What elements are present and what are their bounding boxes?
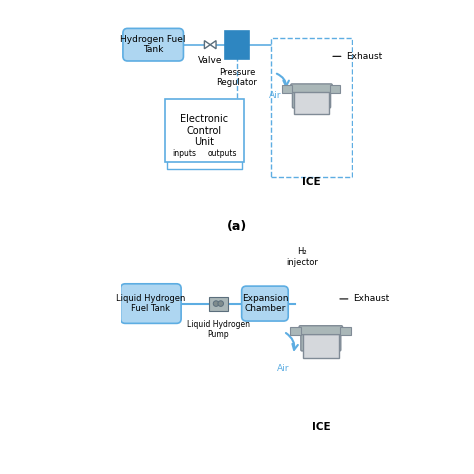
FancyBboxPatch shape	[120, 284, 181, 323]
FancyBboxPatch shape	[330, 85, 340, 93]
Text: Hydrogen Fuel
Tank: Hydrogen Fuel Tank	[120, 35, 186, 55]
Circle shape	[213, 301, 219, 306]
Text: Valve: Valve	[198, 56, 222, 65]
Text: Exhaust: Exhaust	[333, 52, 383, 61]
Text: Exhaust: Exhaust	[340, 294, 390, 303]
Text: Liquid Hydrogen
Fuel Tank: Liquid Hydrogen Fuel Tank	[116, 294, 185, 313]
FancyBboxPatch shape	[271, 38, 352, 177]
FancyBboxPatch shape	[290, 327, 301, 335]
FancyBboxPatch shape	[291, 84, 332, 92]
FancyBboxPatch shape	[165, 100, 244, 162]
Text: ICE: ICE	[311, 422, 330, 432]
Bar	[209, 297, 228, 310]
Text: H₂
injector: H₂ injector	[286, 247, 318, 267]
Text: Pressure
Regulator: Pressure Regulator	[217, 68, 257, 87]
Text: Liquid Hydrogen
Pump: Liquid Hydrogen Pump	[187, 320, 250, 339]
FancyBboxPatch shape	[282, 85, 292, 93]
FancyBboxPatch shape	[294, 89, 329, 114]
Text: ICE: ICE	[302, 177, 321, 187]
FancyBboxPatch shape	[299, 326, 343, 335]
FancyBboxPatch shape	[301, 333, 341, 351]
Polygon shape	[204, 41, 210, 49]
FancyBboxPatch shape	[302, 331, 339, 357]
Text: inputs: inputs	[172, 149, 196, 158]
Text: Air: Air	[277, 365, 290, 374]
Polygon shape	[210, 41, 216, 49]
FancyBboxPatch shape	[242, 286, 288, 321]
FancyBboxPatch shape	[292, 91, 330, 108]
Text: Expansion
Chamber: Expansion Chamber	[242, 294, 288, 313]
FancyBboxPatch shape	[340, 327, 351, 335]
Text: (a): (a)	[227, 220, 247, 233]
Circle shape	[218, 301, 224, 306]
FancyBboxPatch shape	[123, 28, 183, 61]
Text: outputs: outputs	[208, 149, 237, 158]
Text: Air: Air	[269, 91, 282, 100]
Text: Electronic
Control
Unit: Electronic Control Unit	[180, 114, 228, 147]
FancyBboxPatch shape	[225, 31, 249, 59]
